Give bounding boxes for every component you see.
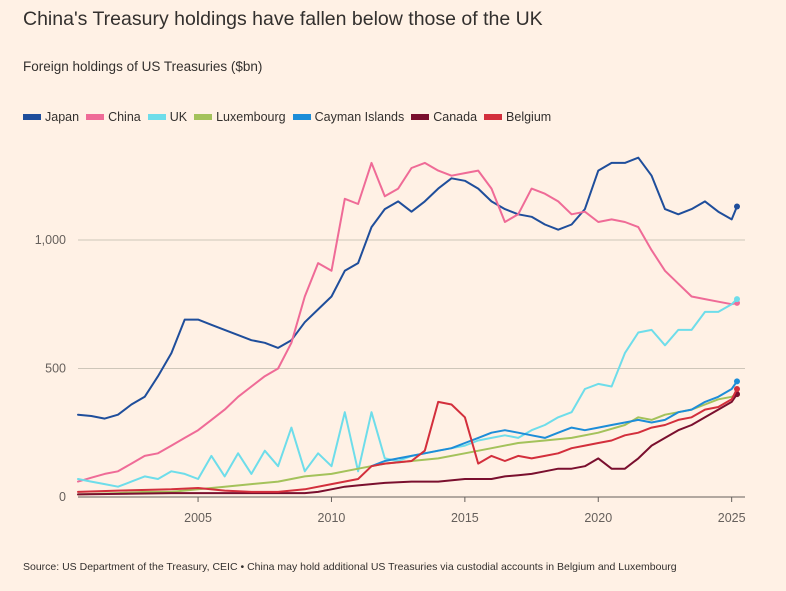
x-tick-label: 2010	[318, 511, 346, 525]
series-end-point-uk	[733, 296, 740, 303]
legend-item-luxembourg: Luxembourg	[194, 110, 286, 124]
legend-item-japan: Japan	[23, 110, 79, 124]
legend-item-cayman-islands: Cayman Islands	[292, 110, 405, 124]
legend-swatch-canada	[411, 114, 430, 120]
series-line-cayman-islands	[370, 380, 738, 468]
legend-swatch-china	[86, 114, 105, 120]
series-end-point-cayman-islands	[733, 378, 740, 385]
legend: Japan China UK Luxembourg Cayman Islands…	[23, 110, 558, 124]
legend-item-belgium: Belgium	[484, 110, 551, 124]
legend-item-china: China	[86, 110, 141, 124]
source-note: Source: US Department of the Treasury, C…	[23, 561, 677, 573]
x-tick-label: 2005	[184, 511, 212, 525]
x-tick-label: 2025	[718, 511, 746, 525]
series-line-luxembourg	[77, 393, 738, 496]
series-line-china	[77, 161, 738, 483]
series-line-belgium	[77, 388, 738, 493]
series-end-point-belgium	[733, 386, 740, 393]
legend-label-japan: Japan	[45, 110, 80, 124]
legend-label-cayman-islands: Cayman Islands	[314, 110, 405, 124]
legend-swatch-belgium	[484, 114, 503, 120]
legend-label-luxembourg: Luxembourg	[216, 110, 286, 124]
legend-label-belgium: Belgium	[506, 110, 552, 124]
x-tick-label: 2015	[451, 511, 479, 525]
legend-swatch-japan	[23, 114, 41, 120]
y-tick-label: 0	[59, 490, 66, 504]
legend-swatch-uk	[147, 114, 166, 120]
y-tick-label: 1,000	[35, 233, 66, 247]
legend-swatch-luxembourg	[194, 114, 213, 120]
series-line-japan	[77, 156, 738, 420]
chart-subtitle: Foreign holdings of US Treasuries ($bn)	[23, 59, 263, 74]
y-tick-label: 500	[45, 361, 66, 375]
legend-swatch-cayman-islands	[292, 114, 311, 120]
legend-label-china: China	[108, 110, 141, 124]
legend-label-canada: Canada	[433, 110, 478, 124]
line-chart: 0 500 1,000 2005 2010 2015 2020 2025	[35, 156, 746, 525]
series-line-canada	[77, 393, 738, 496]
legend-item-uk: UK	[147, 110, 188, 124]
legend-label-uk: UK	[169, 110, 188, 124]
legend-item-canada: Canada	[411, 110, 477, 124]
x-tick-label: 2020	[584, 511, 612, 525]
chart-title: China's Treasury holdings have fallen be…	[23, 8, 543, 30]
series-end-point-japan	[733, 203, 740, 210]
